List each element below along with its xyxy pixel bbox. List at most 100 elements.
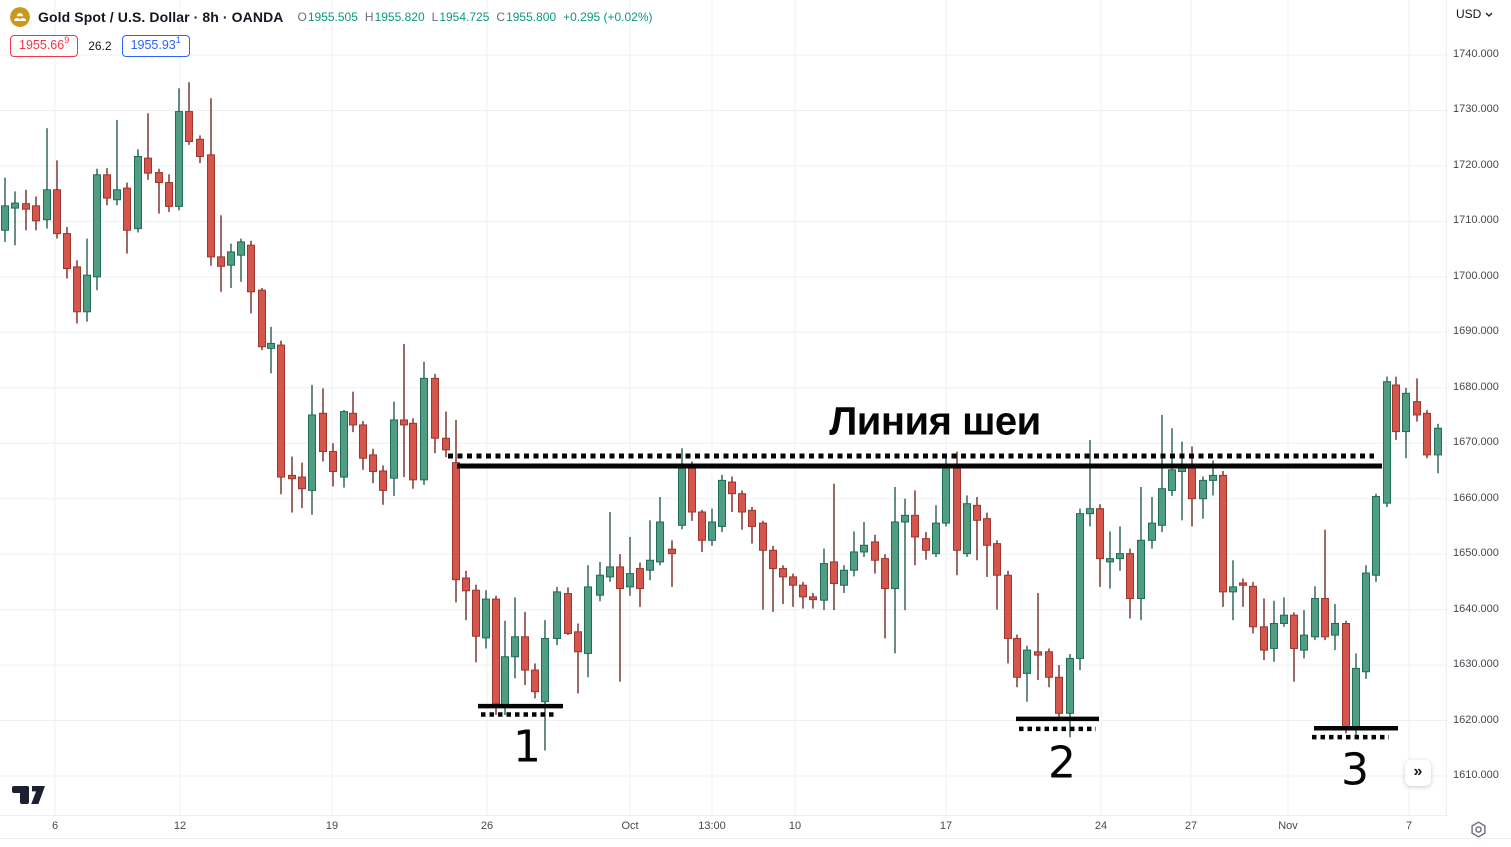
candle-up — [718, 474, 726, 532]
candle-body — [217, 256, 225, 267]
candle-up — [1168, 428, 1176, 496]
bottom-label-3[interactable]: 3 — [1341, 744, 1369, 796]
candle-up — [1270, 600, 1278, 662]
candle-up — [1352, 653, 1360, 735]
candle-body — [329, 451, 337, 473]
bottom-label-1[interactable]: 1 — [513, 721, 541, 773]
candle-body — [1034, 651, 1042, 656]
time-tick-label: 10 — [788, 820, 802, 832]
candle-down — [472, 584, 480, 663]
time-tick-label: 6 — [51, 820, 59, 832]
candle-down — [185, 82, 193, 145]
currency-selector[interactable]: USD — [1456, 7, 1493, 21]
candle-body — [636, 568, 644, 590]
candle-down — [1188, 446, 1196, 527]
candle-body — [267, 342, 275, 349]
candle-down — [983, 512, 991, 577]
candle-down — [1321, 529, 1329, 641]
candle-body — [840, 569, 848, 586]
candle-down — [53, 160, 61, 239]
tradingview-logo-icon[interactable] — [12, 784, 46, 806]
candle-down — [409, 418, 417, 489]
candle-down — [616, 554, 624, 682]
candle-body — [953, 467, 961, 551]
candle-body — [492, 598, 500, 705]
candle-body — [748, 509, 756, 527]
candle-down — [1013, 634, 1021, 688]
candle-body — [1004, 574, 1012, 639]
candle-down — [531, 663, 539, 699]
candle-body — [1392, 384, 1400, 433]
candle-up — [113, 119, 121, 206]
candle-up — [840, 565, 848, 593]
candle-body — [1239, 582, 1247, 586]
price-axis[interactable]: USD 1740.000 1730.000 1720.000 1710.000 1700… — [1447, 0, 1511, 838]
close-label: C — [496, 10, 506, 24]
scroll-to-latest-button[interactable]: » — [1405, 760, 1431, 786]
neckline-text-label[interactable]: Линия шеи — [829, 399, 1041, 444]
candle-body — [1402, 392, 1410, 433]
candle-up — [1331, 604, 1339, 651]
candle-down — [738, 490, 746, 530]
currency-label: USD — [1456, 7, 1482, 21]
candle-body — [1229, 586, 1237, 593]
candle-down — [953, 451, 961, 576]
candle-body — [1013, 637, 1021, 678]
candle-body — [1362, 572, 1370, 673]
candle-down — [871, 534, 879, 574]
candle-body — [521, 636, 529, 671]
candle-body — [1290, 614, 1298, 649]
candle-body — [207, 154, 215, 258]
gridlines — [0, 0, 1447, 816]
time-tick-label: Nov — [1278, 820, 1298, 832]
drawings-layer[interactable] — [448, 453, 1398, 740]
candle-body — [1342, 622, 1350, 731]
candle-down — [1249, 581, 1257, 634]
candle-down — [247, 240, 255, 314]
candle-body — [1300, 634, 1308, 651]
candle-body — [1096, 508, 1104, 560]
candle-down — [22, 189, 30, 231]
candle-body — [1423, 412, 1431, 456]
candle-down — [759, 520, 767, 610]
bid-price-badge[interactable]: 1955.669 — [10, 35, 79, 57]
candle-body — [73, 266, 81, 313]
candle-body — [911, 514, 919, 538]
candle-up — [93, 168, 101, 291]
candle-body — [472, 589, 480, 637]
candle-up — [511, 597, 519, 679]
candle-down — [165, 174, 173, 212]
candle-up — [626, 536, 634, 596]
candle-body — [1199, 479, 1207, 500]
candle-down — [789, 573, 797, 607]
candle-up — [850, 531, 858, 577]
candle-body — [103, 174, 111, 199]
candle-down — [911, 490, 919, 566]
chevron-down-icon — [1485, 12, 1493, 17]
candle-up — [596, 561, 604, 602]
bottom-label-2[interactable]: 2 — [1048, 737, 1076, 789]
ask-price-badge[interactable]: 1955.931 — [121, 35, 190, 57]
candle-up — [390, 401, 398, 496]
symbol-title[interactable]: Gold Spot / U.S. Dollar · 8h · OANDA — [38, 9, 284, 25]
candle-body — [32, 205, 40, 222]
candle-down — [298, 462, 306, 509]
candle-body — [646, 559, 654, 571]
gear-icon[interactable] — [1470, 821, 1487, 838]
candle-body — [1321, 598, 1329, 638]
candle-down — [922, 531, 930, 560]
candle-body — [963, 503, 971, 555]
candle-down — [462, 570, 470, 621]
candle-body — [22, 203, 30, 210]
candle-down — [830, 483, 838, 611]
time-tick-label: 12 — [173, 820, 187, 832]
candle-down — [288, 456, 296, 513]
candle-body — [1076, 513, 1084, 659]
candle-body — [298, 476, 306, 490]
candle-body — [409, 422, 417, 481]
candle-body — [871, 541, 879, 561]
time-axis[interactable]: 6 12 19 26 Oct 13:00 10 17 24 27 Nov 7 — [0, 816, 1511, 838]
candle-body — [247, 244, 255, 293]
candle-body — [258, 289, 266, 348]
